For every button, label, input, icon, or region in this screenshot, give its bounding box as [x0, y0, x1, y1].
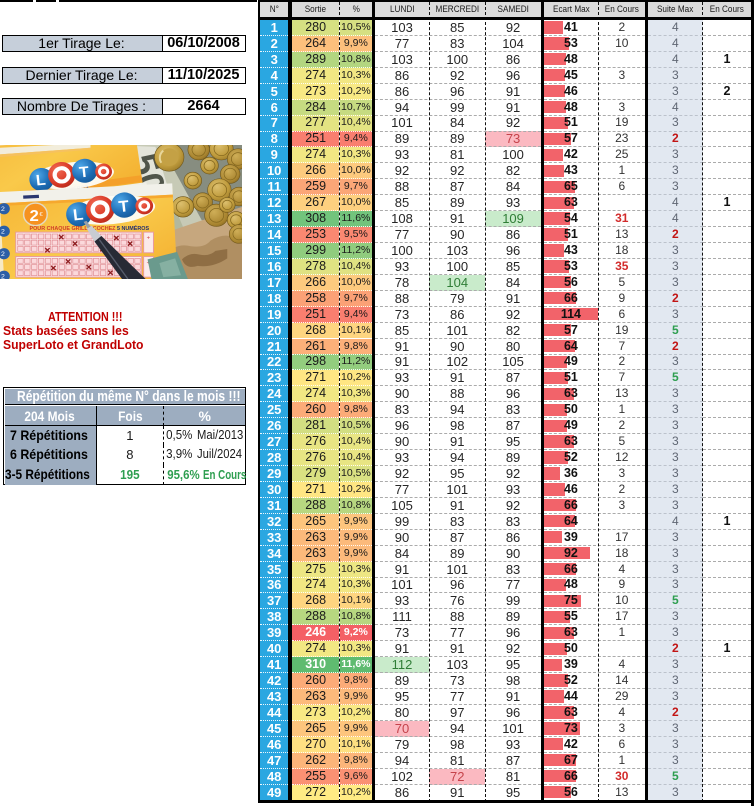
svg-text:2: 2	[1, 229, 5, 236]
svg-text:L: L	[72, 206, 84, 224]
svg-text:T: T	[118, 198, 130, 216]
svg-text:L: L	[35, 172, 46, 189]
svg-text:+: +	[147, 236, 151, 242]
svg-text:2: 2	[1, 206, 5, 213]
svg-text:€: €	[39, 212, 43, 218]
svg-text:2: 2	[1, 274, 5, 279]
svg-text:2: 2	[1, 251, 5, 258]
svg-text:T: T	[78, 164, 90, 182]
svg-text:2: 2	[30, 207, 39, 225]
